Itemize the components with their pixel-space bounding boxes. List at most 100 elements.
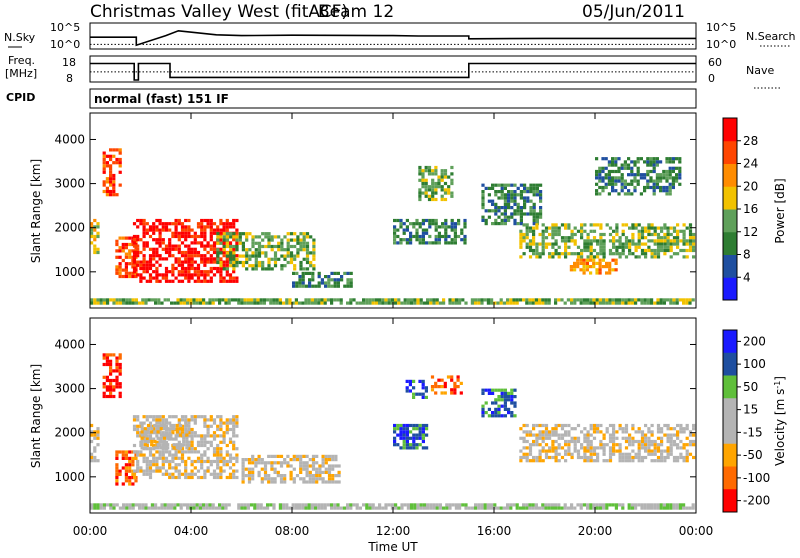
- heatmap-cell: [331, 480, 335, 484]
- x-tick-label: 00:00: [679, 524, 714, 538]
- heatmap-cell: [486, 506, 490, 510]
- velocity-colorbar-tick-label: -15: [743, 425, 763, 439]
- heatmap-cell: [241, 464, 245, 468]
- heatmap-cell: [396, 433, 400, 437]
- heatmap-cell: [112, 186, 116, 190]
- heatmap-cell: [503, 202, 507, 206]
- heatmap-cell: [109, 366, 113, 370]
- heatmap-cell: [618, 236, 622, 240]
- heatmap-cell: [219, 279, 223, 283]
- heatmap-cell: [145, 447, 149, 451]
- heatmap-cell: [294, 301, 298, 305]
- heatmap-cell: [161, 238, 165, 242]
- heatmap-cell: [173, 506, 177, 510]
- heatmap-cell: [620, 166, 624, 170]
- heatmap-cell: [187, 218, 191, 223]
- heatmap-cell: [430, 388, 435, 392]
- heatmap-cell: [289, 251, 294, 255]
- heatmap-cell: [682, 248, 686, 253]
- heatmap-cell: [523, 183, 527, 187]
- heatmap-cell: [589, 433, 593, 437]
- heatmap-cell: [291, 301, 295, 305]
- heatmap-cell: [659, 173, 663, 177]
- heatmap-cell: [528, 506, 532, 510]
- heatmap-cell: [425, 433, 429, 437]
- heatmap-cell: [579, 503, 583, 507]
- heatmap-cell: [203, 238, 207, 242]
- heatmap-cell: [311, 477, 316, 481]
- heatmap-cell: [443, 191, 448, 195]
- heatmap-cell: [656, 446, 661, 450]
- heatmap-cell: [228, 241, 233, 245]
- heatmap-cell: [580, 455, 584, 460]
- heatmap-cell: [432, 503, 436, 507]
- heatmap-cell: [384, 301, 388, 305]
- heatmap-cell: [624, 423, 629, 428]
- heatmap-cell: [185, 443, 189, 447]
- heatmap-cell: [519, 436, 523, 440]
- heatmap-cell: [250, 301, 254, 305]
- heatmap-cell: [676, 252, 680, 256]
- heatmap-cell: [171, 466, 175, 470]
- heatmap-cell: [453, 231, 457, 235]
- heatmap-cell: [502, 506, 506, 510]
- heatmap-cell: [435, 298, 439, 302]
- heatmap-cell: [624, 430, 629, 434]
- heatmap-cell: [589, 455, 593, 460]
- heatmap-cell: [662, 185, 666, 190]
- heatmap-cell: [187, 434, 191, 438]
- heatmap-cell: [209, 254, 213, 258]
- heatmap-cell: [247, 470, 252, 474]
- heatmap-cell: [115, 469, 119, 473]
- heatmap-cell: [589, 439, 593, 444]
- heatmap-cell: [232, 251, 236, 255]
- heatmap-cell: [102, 154, 106, 158]
- heatmap-cell: [164, 222, 169, 226]
- heatmap-cell: [180, 260, 185, 264]
- heatmap-cell: [656, 255, 661, 259]
- heatmap-cell: [525, 459, 529, 463]
- heatmap-cell: [169, 436, 173, 440]
- heatmap-cell: [295, 458, 300, 462]
- heatmap-cell: [660, 452, 664, 456]
- heatmap-cell: [212, 453, 217, 457]
- heatmap-cell: [618, 446, 622, 450]
- heatmap-cell: [164, 250, 169, 255]
- heatmap-cell: [602, 503, 606, 507]
- heatmap-cell: [299, 260, 303, 265]
- heatmap-cell: [157, 506, 161, 510]
- heatmap-cell: [535, 459, 539, 463]
- heatmap-cell: [237, 301, 241, 305]
- heatmap-cell: [573, 265, 577, 269]
- heatmap-cell: [431, 194, 435, 198]
- heatmap-cell: [158, 431, 162, 435]
- heatmap-cell: [158, 231, 162, 235]
- heatmap-cell: [618, 245, 622, 249]
- heatmap-cell: [238, 238, 242, 242]
- heatmap-cell: [177, 247, 181, 251]
- heatmap-cell: [653, 439, 657, 444]
- heatmap-cell: [614, 258, 618, 262]
- heatmap-cell: [209, 244, 213, 248]
- heatmap-cell: [573, 446, 577, 450]
- heatmap-cell: [324, 284, 328, 288]
- heatmap-cell: [655, 182, 659, 186]
- heatmap-cell: [487, 186, 491, 190]
- heatmap-cell: [152, 254, 156, 258]
- heatmap-cell: [650, 503, 654, 507]
- heatmap-cell: [647, 436, 651, 440]
- heatmap-cell: [90, 433, 94, 437]
- heatmap-cell: [618, 301, 622, 305]
- heatmap-cell: [209, 434, 213, 438]
- heatmap-cell: [647, 427, 651, 431]
- heatmap-cell: [164, 225, 169, 229]
- heatmap-cell: [96, 234, 100, 239]
- heatmap-cell: [387, 298, 391, 302]
- heatmap-cell: [349, 281, 353, 285]
- heatmap-cell: [368, 298, 372, 302]
- heatmap-cell: [653, 239, 657, 243]
- heatmap-cell: [550, 503, 554, 507]
- heatmap-cell: [180, 424, 185, 428]
- heatmap-cell: [663, 236, 667, 240]
- heatmap-cell: [532, 218, 536, 222]
